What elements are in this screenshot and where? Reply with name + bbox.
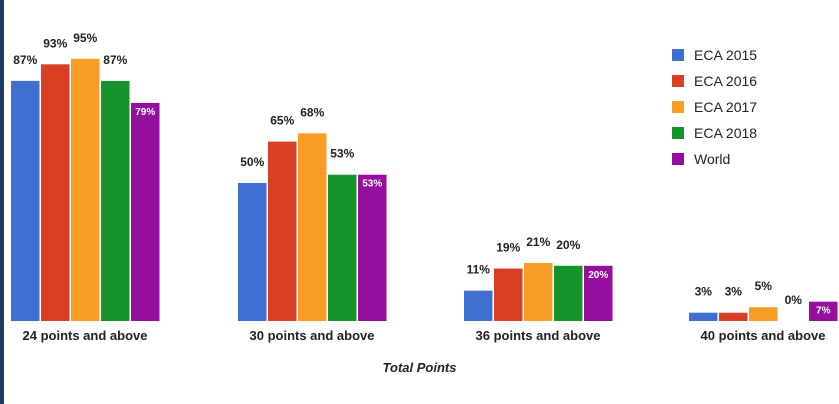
data-label-3-4: 7% bbox=[816, 306, 831, 317]
data-label-0-3: 87% bbox=[103, 53, 127, 67]
data-label-2-1: 19% bbox=[496, 241, 520, 255]
legend-swatch-4 bbox=[672, 153, 684, 165]
data-label-0-4: 79% bbox=[135, 107, 155, 118]
data-label-1-3: 53% bbox=[330, 147, 354, 161]
data-label-2-2: 21% bbox=[526, 235, 550, 249]
bar-2-4 bbox=[584, 265, 613, 321]
legend-item-4: World bbox=[672, 146, 757, 172]
legend-item-0: ECA 2015 bbox=[672, 42, 757, 68]
bar-3-2 bbox=[749, 307, 778, 321]
legend-label-3: ECA 2018 bbox=[694, 125, 758, 141]
bar-0-4 bbox=[131, 102, 160, 322]
data-label-1-1: 65% bbox=[270, 114, 294, 128]
bar-2-1 bbox=[494, 268, 523, 321]
data-label-0-2: 95% bbox=[73, 31, 97, 45]
data-label-1-4: 53% bbox=[362, 179, 382, 190]
legend-swatch-0 bbox=[672, 49, 684, 61]
bar-0-2 bbox=[71, 58, 100, 322]
bar-0-1 bbox=[41, 64, 70, 321]
bar-2-3 bbox=[554, 265, 583, 321]
bar-3-1 bbox=[719, 312, 748, 321]
bar-0-0 bbox=[11, 80, 40, 321]
legend-item-1: ECA 2016 bbox=[672, 68, 757, 94]
category-label-2: 36 points and above bbox=[476, 328, 601, 343]
legend-label-1: ECA 2016 bbox=[694, 73, 758, 89]
data-label-3-1: 3% bbox=[725, 285, 743, 299]
legend-swatch-1 bbox=[672, 75, 684, 87]
bar-1-3 bbox=[328, 174, 357, 321]
legend-swatch-3 bbox=[672, 127, 684, 139]
left-edge-bar bbox=[0, 0, 4, 404]
bar-1-1 bbox=[268, 141, 297, 321]
bar-2-2 bbox=[524, 263, 553, 321]
data-label-0-1: 93% bbox=[43, 36, 67, 50]
data-label-1-0: 50% bbox=[240, 155, 264, 169]
data-label-0-0: 87% bbox=[13, 53, 37, 67]
data-label-3-2: 5% bbox=[755, 279, 773, 293]
legend-item-3: ECA 2018 bbox=[672, 120, 757, 146]
data-label-2-3: 20% bbox=[556, 238, 580, 252]
category-label-1: 30 points and above bbox=[250, 328, 375, 343]
bar-1-4 bbox=[358, 174, 387, 321]
category-label-0: 24 points and above bbox=[23, 328, 148, 343]
legend-label-2: ECA 2017 bbox=[694, 99, 758, 115]
data-label-1-2: 68% bbox=[300, 105, 324, 119]
chart-legend: ECA 2015 ECA 2016 ECA 2017 ECA 2018 Worl… bbox=[672, 42, 757, 172]
legend-item-2: ECA 2017 bbox=[672, 94, 757, 120]
legend-label-0: ECA 2015 bbox=[694, 47, 758, 63]
data-label-3-3: 0% bbox=[785, 293, 803, 307]
data-label-3-0: 3% bbox=[695, 285, 713, 299]
bar-1-2 bbox=[298, 133, 327, 321]
bar-2-0 bbox=[464, 290, 493, 321]
data-label-2-0: 11% bbox=[467, 263, 491, 277]
x-axis-title: Total Points bbox=[382, 360, 457, 375]
category-label-3: 40 points and above bbox=[701, 328, 826, 343]
legend-label-4: World bbox=[694, 151, 731, 167]
bar-1-0 bbox=[238, 183, 267, 321]
bar-0-3 bbox=[101, 80, 130, 321]
bar-3-4 bbox=[809, 301, 838, 321]
legend-swatch-2 bbox=[672, 101, 684, 113]
bar-3-0 bbox=[689, 312, 718, 321]
data-label-2-4: 20% bbox=[588, 270, 608, 281]
